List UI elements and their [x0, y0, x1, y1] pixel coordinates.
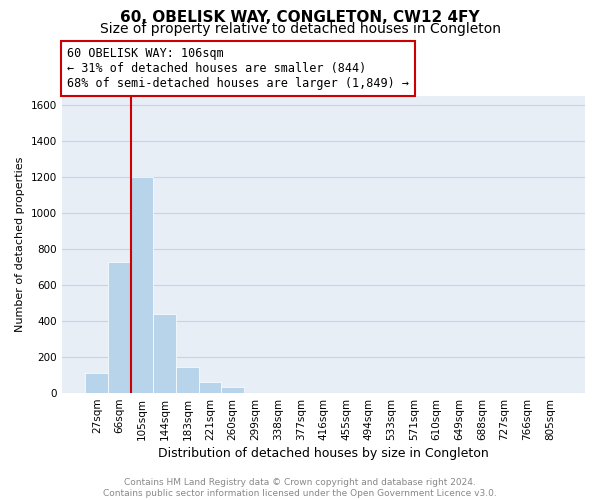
Text: 60, OBELISK WAY, CONGLETON, CW12 4FY: 60, OBELISK WAY, CONGLETON, CW12 4FY	[120, 10, 480, 25]
Bar	[176, 367, 199, 393]
Y-axis label: Number of detached properties: Number of detached properties	[15, 156, 25, 332]
Bar	[108, 262, 131, 393]
Text: Size of property relative to detached houses in Congleton: Size of property relative to detached ho…	[100, 22, 500, 36]
Text: 60 OBELISK WAY: 106sqm
← 31% of detached houses are smaller (844)
68% of semi-de: 60 OBELISK WAY: 106sqm ← 31% of detached…	[67, 47, 409, 90]
Bar	[131, 177, 154, 393]
Text: Contains HM Land Registry data © Crown copyright and database right 2024.
Contai: Contains HM Land Registry data © Crown c…	[103, 478, 497, 498]
Bar	[85, 373, 108, 393]
Bar	[221, 387, 244, 393]
Bar	[199, 382, 221, 393]
X-axis label: Distribution of detached houses by size in Congleton: Distribution of detached houses by size …	[158, 447, 489, 460]
Bar	[154, 314, 176, 393]
